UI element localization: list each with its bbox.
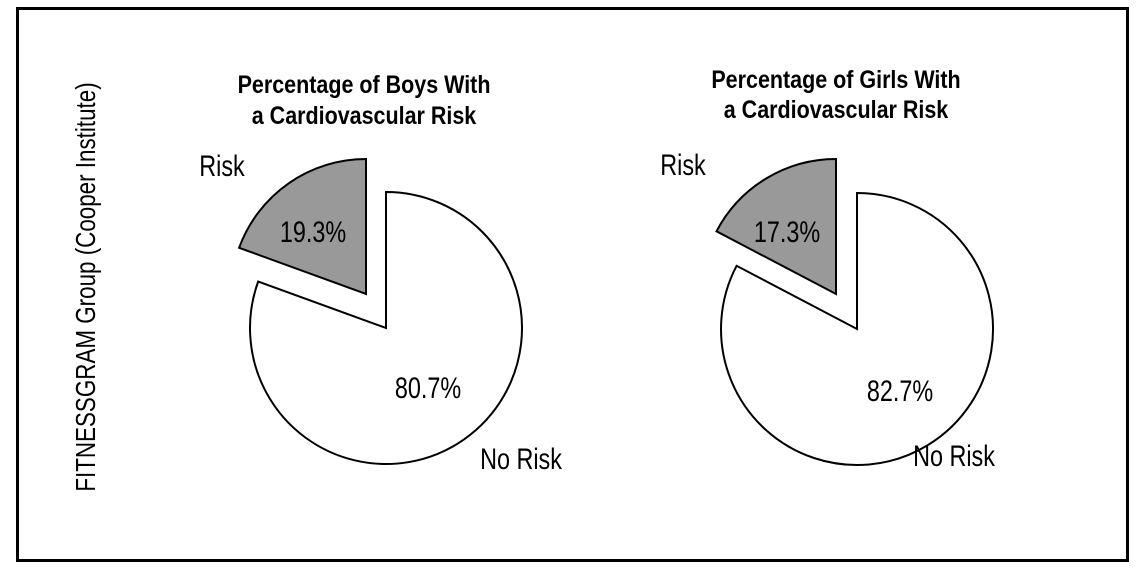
boys-no-risk-slice — [249, 190, 524, 465]
girls-risk-slice — [715, 157, 837, 296]
girls-risk-percentage: 17.3% — [754, 215, 820, 248]
girls-no-risk-percentage: 82.7% — [867, 374, 933, 407]
boys-chart-title-line1: Percentage of Boys With — [238, 70, 491, 98]
boys-no-risk-percentage: 80.7% — [395, 371, 461, 404]
boys-pie-chart: Percentage of Boys With a Cardiovascular… — [199, 70, 562, 475]
girls-chart-title-line2: a Cardiovascular Risk — [724, 95, 949, 123]
girls-no-risk-slice — [720, 191, 995, 466]
source-attribution-label: FITNESSGRAM Group (Cooper Institute) — [71, 82, 102, 491]
girls-pie-chart: Percentage of Girls With a Cardiovascula… — [660, 65, 995, 472]
girls-chart-title-line1: Percentage of Girls With — [711, 65, 960, 93]
boys-risk-slice — [237, 157, 367, 296]
boys-risk-percentage: 19.3% — [280, 215, 346, 248]
girls-risk-slice-label: Risk — [660, 148, 706, 181]
figure-border — [16, 7, 1129, 562]
boys-chart-title-line2: a Cardiovascular Risk — [252, 101, 477, 129]
boys-no-risk-slice-label: No Risk — [480, 442, 562, 475]
girls-no-risk-slice-label: No Risk — [913, 439, 995, 472]
boys-risk-slice-label: Risk — [199, 149, 245, 182]
